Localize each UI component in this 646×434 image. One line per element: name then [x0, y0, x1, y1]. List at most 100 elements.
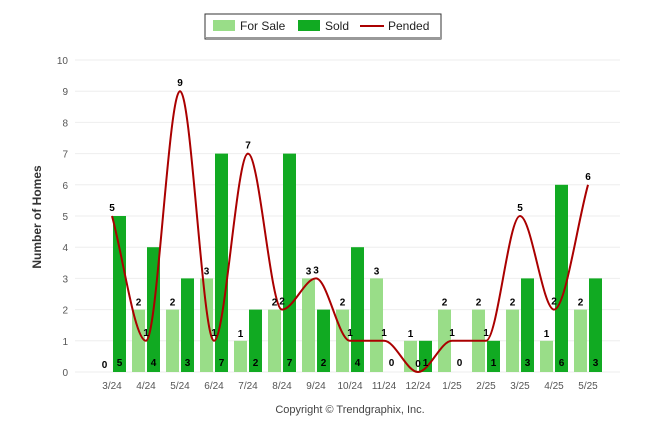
label-for-sale: 3 — [374, 266, 380, 277]
bar-sold — [487, 340, 500, 372]
bar-for-sale — [268, 309, 281, 372]
x-tick-label: 9/24 — [306, 381, 326, 392]
label-sold: 1 — [423, 358, 429, 369]
legend: For Sale Sold Pended — [204, 13, 442, 40]
y-tick-label: 7 — [62, 150, 68, 161]
label-sold: 3 — [593, 358, 599, 369]
copyright-credit: Copyright © Trendgraphix, Inc. — [275, 404, 424, 416]
label-pended: 0 — [415, 359, 421, 370]
legend-swatch-0 — [213, 20, 235, 31]
label-pended: 2 — [279, 297, 285, 308]
label-pended: 1 — [347, 328, 353, 339]
legend-items: For Sale Sold Pended — [213, 19, 429, 33]
y-tick-label: 10 — [57, 56, 69, 67]
label-for-sale: 1 — [238, 329, 244, 340]
label-for-sale: 3 — [306, 266, 312, 277]
x-tick-label: 3/25 — [510, 381, 530, 392]
legend-shadow — [206, 37, 442, 39]
x-tick-label: 1/25 — [442, 381, 462, 392]
label-sold: 4 — [355, 358, 361, 369]
label-for-sale: 3 — [204, 266, 210, 277]
x-tick-label: 4/25 — [544, 381, 564, 392]
label-for-sale: 2 — [442, 298, 448, 309]
x-tick-label: 3/24 — [102, 381, 122, 392]
label-pended: 1 — [211, 328, 217, 339]
x-axis-ticks: 3/24 4/24 5/24 6/24 7/24 8/24 9/24 10/24 11/24 12… — [102, 381, 598, 392]
y-tick-label: 1 — [62, 337, 68, 348]
label-sold: 0 — [457, 358, 463, 369]
label-sold: 0 — [389, 358, 395, 369]
legend-swatch-1 — [298, 20, 320, 31]
label-sold: 4 — [151, 358, 157, 369]
x-tick-label: 8/24 — [272, 381, 292, 392]
x-tick-label: 5/25 — [578, 381, 598, 392]
label-pended: 5 — [109, 203, 115, 214]
label-for-sale: 2 — [476, 298, 482, 309]
label-for-sale: 2 — [578, 298, 584, 309]
label-pended: 1 — [449, 328, 455, 339]
x-tick-label: 4/24 — [136, 381, 156, 392]
label-pended: 3 — [313, 265, 319, 276]
y-tick-label: 2 — [62, 306, 68, 317]
bar-sold — [181, 278, 194, 372]
label-sold: 2 — [253, 358, 259, 369]
bar-for-sale — [166, 309, 179, 372]
bar-for-sale — [336, 309, 349, 372]
bar-sold — [555, 184, 568, 372]
label-sold: 6 — [559, 358, 565, 369]
y-tick-label: 8 — [62, 118, 68, 129]
label-for-sale: 2 — [340, 298, 346, 309]
pended-series-line — [111, 90, 589, 374]
label-sold: 7 — [287, 358, 293, 369]
label-pended: 2 — [551, 297, 557, 308]
bar-sold — [521, 278, 534, 372]
x-tick-label: 5/24 — [170, 381, 190, 392]
x-tick-label: 2/25 — [476, 381, 496, 392]
label-pended: 1 — [143, 328, 149, 339]
bar-sold — [317, 309, 330, 372]
legend-label-1: Sold — [325, 19, 349, 33]
y-tick-label: 5 — [62, 212, 68, 223]
label-pended: 1 — [381, 328, 387, 339]
label-pended: 7 — [245, 141, 251, 152]
bar-sold — [215, 153, 228, 372]
label-for-sale: 2 — [136, 298, 142, 309]
x-tick-label: 10/24 — [337, 381, 362, 392]
y-tick-label: 0 — [62, 368, 68, 379]
bar-for-sale — [234, 340, 247, 372]
label-pended: 9 — [177, 78, 183, 89]
label-sold: 1 — [491, 358, 497, 369]
label-for-sale: 0 — [102, 360, 108, 371]
bar-for-sale — [370, 278, 383, 372]
label-for-sale: 1 — [544, 329, 550, 340]
bar-sold — [283, 153, 296, 372]
x-tick-label: 7/24 — [238, 381, 258, 392]
label-sold: 5 — [117, 358, 123, 369]
label-pended: 6 — [585, 172, 591, 183]
x-tick-label: 11/24 — [372, 381, 397, 392]
bar-sold — [249, 309, 262, 372]
label-for-sale: 1 — [408, 329, 414, 340]
label-pended: 1 — [483, 328, 489, 339]
y-axis-ticks: 0 1 2 3 4 5 6 7 8 9 10 — [57, 56, 69, 379]
label-sold: 2 — [321, 358, 327, 369]
label-for-sale: 2 — [170, 298, 176, 309]
legend-label-0: For Sale — [240, 19, 286, 33]
y-tick-label: 3 — [62, 274, 68, 285]
bar-sold — [113, 216, 126, 372]
legend-box — [204, 13, 442, 40]
y-tick-label: 4 — [62, 243, 68, 254]
bar-sold — [589, 278, 602, 372]
label-sold: 3 — [185, 358, 191, 369]
bar-sold — [351, 247, 364, 372]
bar-for-sale — [540, 340, 553, 372]
label-for-sale: 2 — [272, 298, 278, 309]
bar-for-sale — [302, 278, 315, 372]
bar-for-sale — [132, 309, 145, 372]
label-sold: 3 — [525, 358, 531, 369]
legend-label-2: Pended — [388, 19, 429, 33]
x-tick-label: 12/24 — [405, 381, 430, 392]
label-for-sale: 2 — [510, 298, 516, 309]
